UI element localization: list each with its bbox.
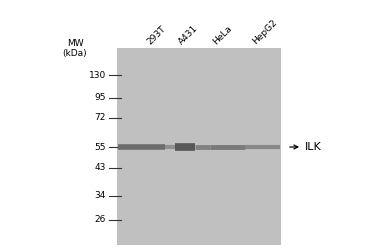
- Text: HepG2: HepG2: [251, 18, 279, 46]
- Text: 34: 34: [95, 192, 106, 200]
- Text: 55: 55: [94, 142, 106, 152]
- Text: 26: 26: [95, 216, 106, 224]
- Text: ILK: ILK: [305, 142, 322, 152]
- Bar: [117, 48, 281, 245]
- Text: 95: 95: [94, 94, 106, 102]
- Text: 130: 130: [89, 70, 106, 80]
- Text: 293T: 293T: [146, 24, 168, 46]
- Text: 72: 72: [95, 114, 106, 122]
- Text: MW
(kDa): MW (kDa): [63, 38, 87, 58]
- Text: A431: A431: [177, 23, 199, 46]
- Text: 43: 43: [95, 164, 106, 172]
- Text: HeLa: HeLa: [212, 24, 234, 46]
